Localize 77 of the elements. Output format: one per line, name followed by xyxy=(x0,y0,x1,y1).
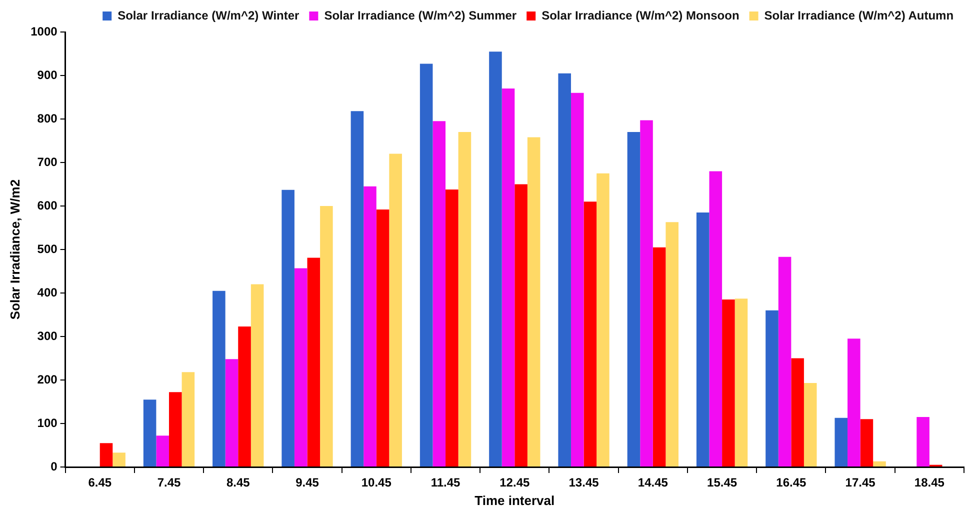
bar xyxy=(294,268,308,466)
bar xyxy=(112,452,126,466)
y-tick-label: 900 xyxy=(37,68,58,82)
bar xyxy=(584,202,597,466)
bar xyxy=(640,120,653,466)
bar xyxy=(722,300,735,466)
bar xyxy=(168,392,182,466)
legend-label: Solar Irradiance (W/m^2) Monsoon xyxy=(542,8,740,22)
x-tick-label: 6.45 xyxy=(88,476,112,490)
bar xyxy=(596,173,610,466)
bar xyxy=(100,443,113,466)
x-axis-title: Time interval xyxy=(474,492,555,508)
bar xyxy=(527,137,540,466)
bar xyxy=(848,338,860,466)
y-tick-label: 0 xyxy=(50,459,58,474)
x-tick-label: 7.45 xyxy=(157,476,181,490)
bar xyxy=(307,258,320,466)
bar xyxy=(514,184,528,466)
y-tick-label: 1000 xyxy=(30,24,58,38)
bar xyxy=(364,186,376,466)
bar xyxy=(558,73,571,466)
legend-label: Solar Irradiance (W/m^2) Winter xyxy=(118,8,300,22)
bar xyxy=(873,461,886,466)
bar xyxy=(766,310,778,466)
x-tick-label: 18.45 xyxy=(914,476,945,490)
y-axis-title: Solar Irradiance, W/m2 xyxy=(7,179,22,320)
legend-label: Solar Irradiance (W/m^2) Summer xyxy=(324,8,517,22)
bar xyxy=(489,52,502,466)
bar xyxy=(182,372,195,466)
y-tick-label: 300 xyxy=(37,328,58,343)
bar xyxy=(389,154,402,466)
bar xyxy=(696,212,710,466)
bar xyxy=(350,111,364,466)
bar xyxy=(791,358,804,466)
x-tick-label: 14.45 xyxy=(638,476,668,490)
bar xyxy=(225,359,238,466)
bar xyxy=(734,298,748,466)
bar xyxy=(652,247,666,466)
x-tick-label: 8.45 xyxy=(226,476,250,490)
y-tick-label: 700 xyxy=(37,154,58,169)
bar xyxy=(282,190,294,466)
bar xyxy=(778,256,792,466)
bar xyxy=(834,418,848,466)
y-tick-label: 400 xyxy=(37,285,58,300)
bar xyxy=(250,284,264,466)
x-tick-label: 9.45 xyxy=(296,476,320,490)
bar xyxy=(916,416,930,466)
y-tick-label: 100 xyxy=(37,416,58,430)
legend-label: Solar Irradiance (W/m^2) Autumn xyxy=(764,8,954,22)
x-tick-label: 12.45 xyxy=(500,476,530,490)
y-tick-label: 200 xyxy=(37,372,58,386)
x-tick-label: 15.45 xyxy=(707,476,738,490)
y-tick-label: 600 xyxy=(37,198,58,212)
bar xyxy=(502,88,515,466)
x-tick-label: 17.45 xyxy=(845,476,876,490)
bar xyxy=(238,326,251,466)
x-tick-label: 11.45 xyxy=(430,476,461,490)
y-tick-label: 500 xyxy=(37,242,58,256)
bar xyxy=(376,209,390,466)
bar xyxy=(570,92,584,466)
bar xyxy=(804,383,817,466)
x-tick-label: 10.45 xyxy=(361,476,392,490)
bar xyxy=(458,132,472,466)
bar xyxy=(432,121,446,466)
bar xyxy=(420,64,433,466)
bar xyxy=(446,189,458,466)
bar xyxy=(143,400,156,466)
bar xyxy=(156,436,169,466)
bar xyxy=(627,132,640,466)
bar xyxy=(320,206,333,466)
bar xyxy=(212,290,226,466)
x-tick-label: 13.45 xyxy=(568,476,600,490)
x-tick-label: 16.45 xyxy=(776,476,807,490)
y-tick-label: 800 xyxy=(37,111,58,126)
bar xyxy=(709,171,722,466)
bar xyxy=(666,222,678,466)
bar xyxy=(860,419,874,466)
